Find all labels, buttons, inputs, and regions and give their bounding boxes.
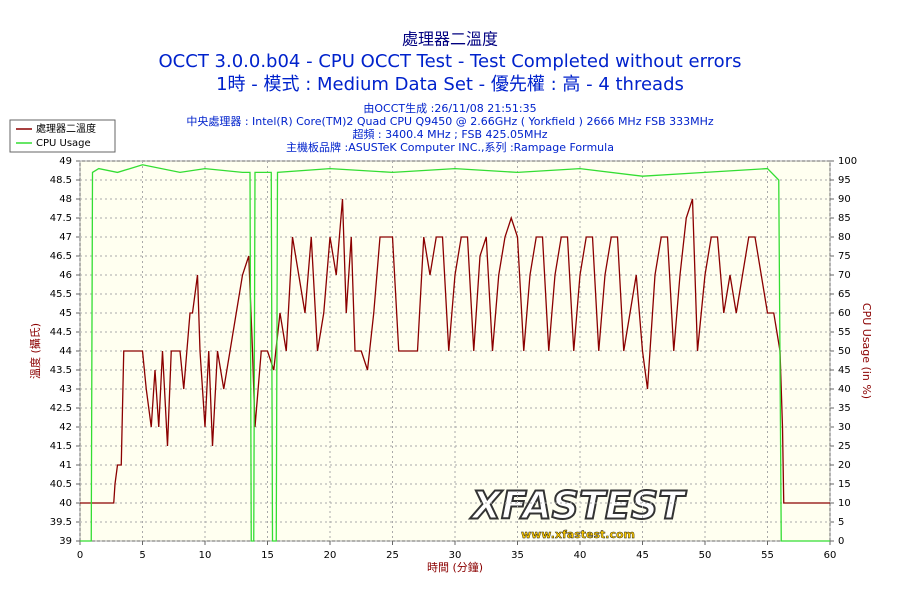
y2-tick-label: 40 [838, 384, 851, 395]
y-tick-label: 40 [59, 498, 72, 509]
info: 由OCCT生成 :26/11/08 21:51:35 [363, 101, 536, 115]
y-tick-label: 39 [59, 536, 72, 547]
y2-tick-label: 35 [838, 403, 851, 414]
y2-tick-label: 20 [838, 460, 851, 471]
y-tick-label: 39.5 [50, 517, 72, 528]
y-tick-label: 48.5 [50, 175, 72, 186]
subtitle: 1時 - 模式 : Medium Data Set - 優先權 : 高 - 4 … [216, 74, 684, 95]
x-tick-label: 60 [824, 550, 837, 561]
y-axis-label: 溫度 (攝氏) [28, 323, 42, 379]
y-tick-label: 47 [59, 232, 72, 243]
info: 中央處理器 : Intel(R) Core(TM)2 Quad CPU Q945… [186, 114, 714, 128]
info: 主機板品牌 :ASUSTeK Computer INC.,系列 :Rampage… [286, 140, 614, 154]
y2-tick-label: 85 [838, 213, 851, 224]
y-tick-label: 40.5 [50, 479, 72, 490]
y2-tick-label: 60 [838, 308, 851, 319]
y2-tick-label: 0 [838, 536, 844, 547]
y2-tick-label: 30 [838, 422, 851, 433]
x-tick-label: 15 [261, 550, 274, 561]
y2-tick-label: 70 [838, 270, 851, 281]
y2-tick-label: 15 [838, 479, 851, 490]
chart-title: 處理器二溫度 [402, 30, 498, 49]
watermark: XFASTEST [470, 484, 687, 528]
x-axis-label: 時間 (分鐘) [427, 560, 483, 574]
y2-tick-label: 95 [838, 175, 851, 186]
y-tick-label: 41 [59, 460, 72, 471]
y-tick-label: 42.5 [50, 403, 72, 414]
x-tick-label: 55 [761, 550, 774, 561]
legend-label: CPU Usage [36, 138, 91, 149]
y2-tick-label: 90 [838, 194, 851, 205]
y-tick-label: 43 [59, 384, 72, 395]
y2-tick-label: 10 [838, 498, 851, 509]
y2-tick-label: 75 [838, 251, 851, 262]
data-line [80, 198, 830, 504]
y2-tick-label: 80 [838, 232, 851, 243]
x-tick-label: 10 [199, 550, 212, 561]
y-tick-label: 42 [59, 422, 72, 433]
subtitle: OCCT 3.0.0.b04 - CPU OCCT Test - Test Co… [159, 51, 742, 72]
y2-tick-label: 25 [838, 441, 851, 452]
y2-tick-label: 55 [838, 327, 851, 338]
legend [9, 119, 116, 153]
data-line [80, 164, 830, 542]
y-tick-label: 47.5 [50, 213, 72, 224]
y-tick-label: 49 [59, 156, 72, 167]
y-tick-label: 45 [59, 308, 72, 319]
y-tick-label: 48 [59, 194, 72, 205]
y2-axis-label: CPU Usage (in %) [860, 303, 873, 399]
info: 超頻 : 3400.4 MHz ; FSB 425.05MHz [352, 127, 547, 141]
y-tick-label: 44.5 [50, 327, 72, 338]
x-tick-label: 0 [77, 550, 83, 561]
x-tick-label: 25 [386, 550, 399, 561]
legend-label: 處理器二溫度 [36, 122, 96, 135]
x-tick-label: 5 [139, 550, 145, 561]
x-tick-label: 45 [636, 550, 649, 561]
y-tick-label: 46.5 [50, 251, 72, 262]
y2-tick-label: 5 [838, 517, 844, 528]
x-tick-label: 35 [511, 550, 524, 561]
watermark-url: www.xfastest.com [521, 528, 635, 541]
x-tick-label: 30 [449, 550, 462, 561]
y-tick-label: 46 [59, 270, 72, 281]
y2-tick-label: 65 [838, 289, 851, 300]
y-tick-label: 44 [59, 346, 72, 357]
x-tick-label: 40 [574, 550, 587, 561]
y2-tick-label: 45 [838, 365, 851, 376]
y2-tick-label: 50 [838, 346, 851, 357]
y-tick-label: 43.5 [50, 365, 72, 376]
x-tick-label: 20 [324, 550, 337, 561]
x-tick-label: 50 [699, 550, 712, 561]
y2-tick-label: 100 [838, 156, 857, 167]
y-tick-label: 45.5 [50, 289, 72, 300]
y-tick-label: 41.5 [50, 441, 72, 452]
